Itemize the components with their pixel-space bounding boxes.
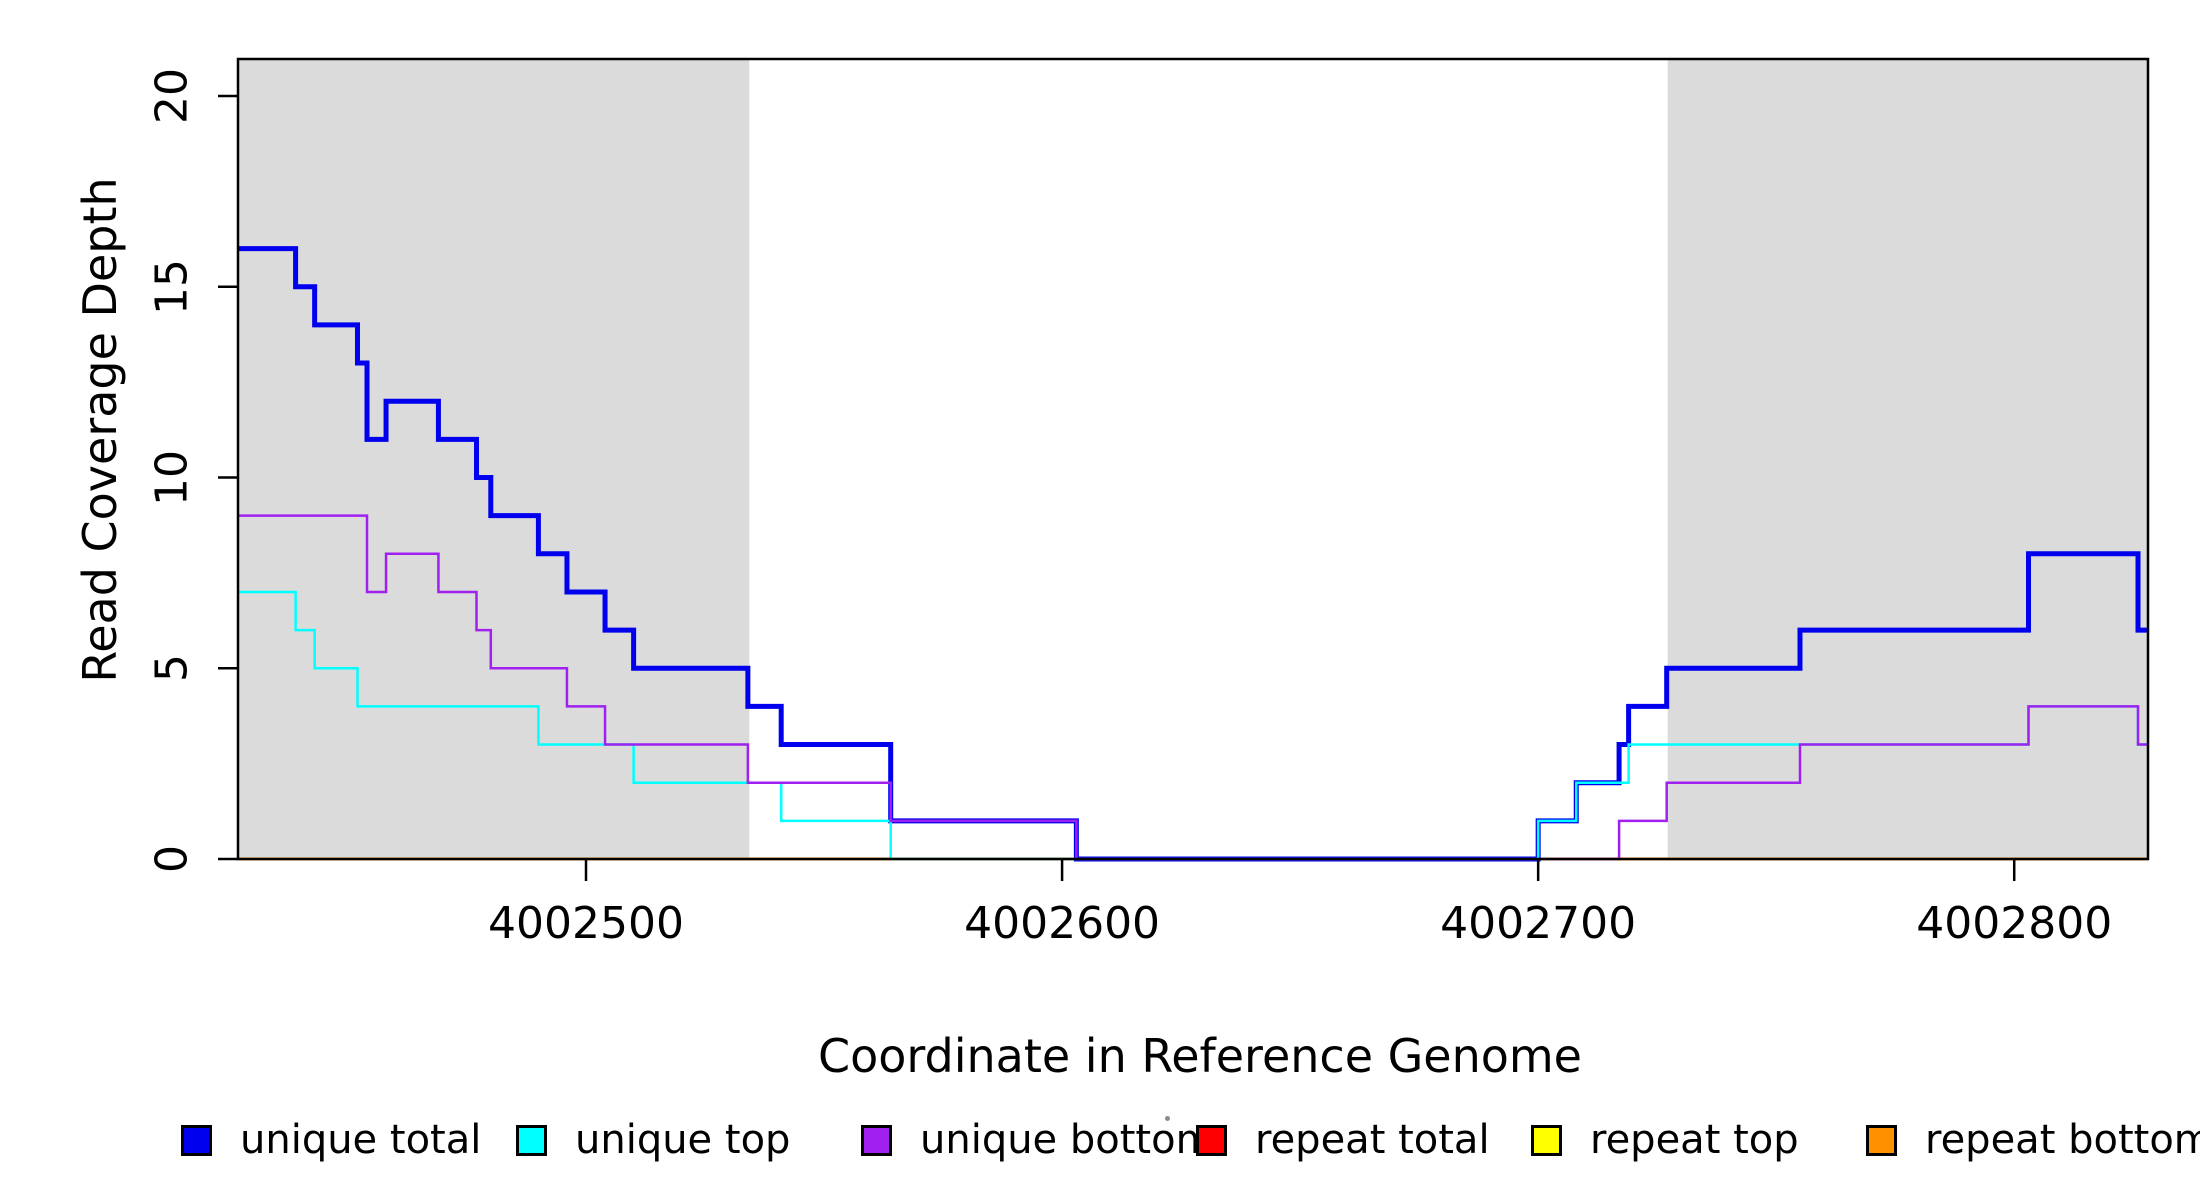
y-tick-label-0: 0 [146, 845, 198, 873]
legend-swatch-unique-top [516, 1124, 547, 1156]
legend-swatch-repeat-total [1196, 1124, 1227, 1156]
y-tick-label-5: 5 [146, 654, 198, 683]
legend-item-repeat-top: repeat top [1531, 1117, 1799, 1163]
legend-item-unique-total: unique total [181, 1117, 482, 1163]
y-tick-label-15: 15 [146, 258, 198, 315]
y-tick-label-20: 20 [146, 68, 198, 124]
y-axis-label: Read Coverage Depth [73, 177, 127, 683]
series-line-unique-total [238, 246, 2148, 862]
y-tick-label-10: 10 [146, 449, 198, 506]
x-axis-label: Coordinate in Reference Genome [818, 1029, 1582, 1083]
stray-dot [1165, 1116, 1170, 1121]
legend-swatch-unique-total [181, 1124, 212, 1156]
x-tick-label-4002500: 4002500 [488, 898, 684, 949]
highlight-region-1 [238, 59, 750, 859]
legend-label: unique top [575, 1117, 791, 1163]
legend-item-repeat-bottom: repeat bottom [1866, 1117, 2200, 1163]
legend-swatch-repeat-bottom [1866, 1124, 1897, 1156]
highlight-region-2 [1667, 59, 2148, 859]
legend-item-unique-bottom: unique bottom [861, 1117, 1215, 1163]
x-tick-label-4002600: 4002600 [964, 898, 1161, 949]
legend-label: repeat total [1255, 1117, 1490, 1163]
legend-label: repeat top [1590, 1117, 1799, 1163]
legend-swatch-unique-bottom [861, 1124, 892, 1156]
x-tick-label-4002700: 4002700 [1440, 898, 1637, 949]
legend-item-repeat-total: repeat total [1196, 1117, 1490, 1163]
legend-label: unique total [240, 1117, 482, 1163]
legend-label: unique bottom [920, 1117, 1215, 1163]
legend-item-unique-top: unique top [516, 1117, 791, 1163]
legend-swatch-repeat-top [1531, 1124, 1562, 1156]
x-tick-label-4002800: 4002800 [1916, 898, 2113, 949]
legend-label: repeat bottom [1925, 1117, 2200, 1163]
plot-frame [236, 57, 2150, 861]
series-line-unique-bottom [238, 514, 2148, 861]
